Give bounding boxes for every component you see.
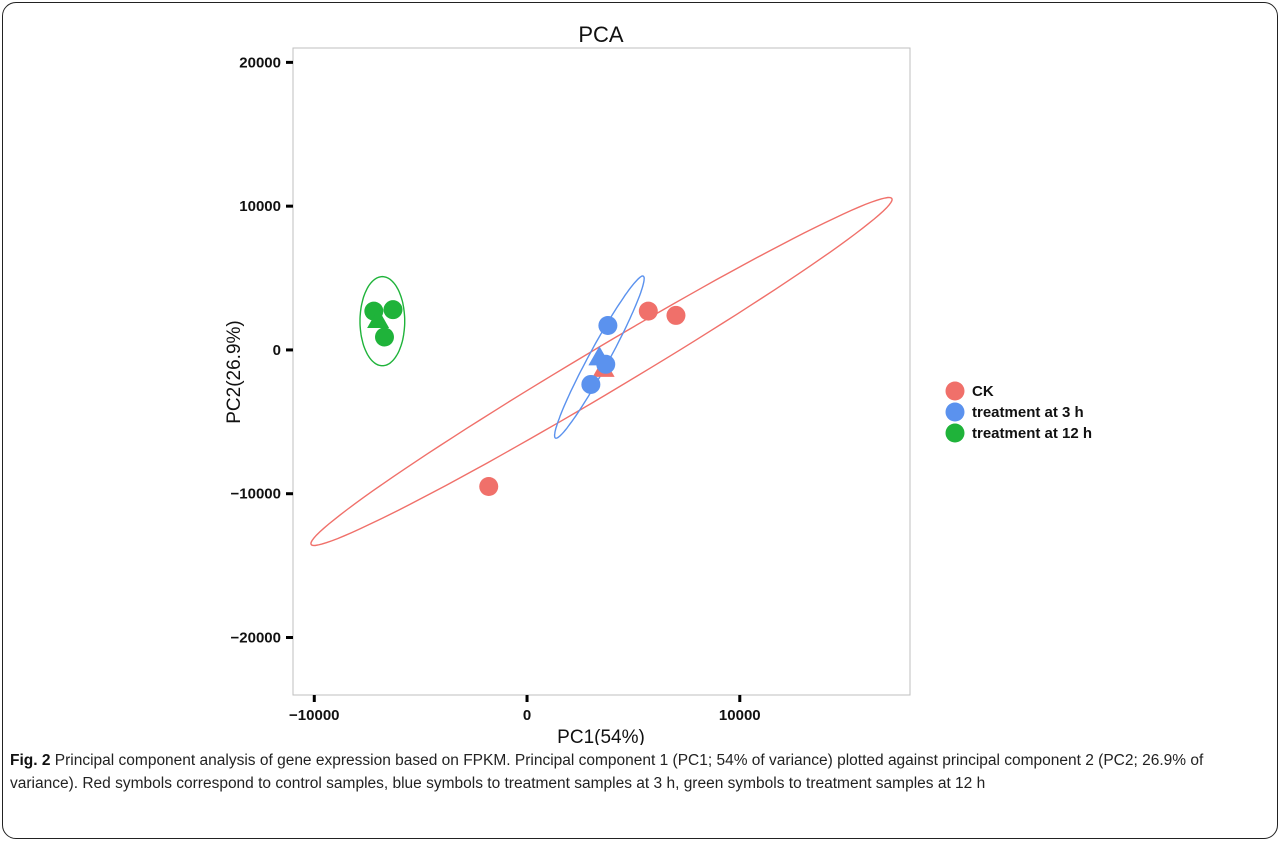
legend-label: CK bbox=[972, 383, 994, 400]
figure-caption: Fig. 2 Principal component analysis of g… bbox=[10, 749, 1265, 795]
chart-title: PCA bbox=[578, 22, 624, 47]
data-point bbox=[598, 315, 618, 335]
data-point bbox=[383, 300, 403, 320]
data-point bbox=[596, 354, 616, 374]
y-tick-label: 20000 bbox=[239, 54, 281, 71]
data-point bbox=[374, 327, 394, 347]
x-tick-label: −10000 bbox=[289, 707, 339, 724]
data-point bbox=[581, 374, 601, 394]
data-point bbox=[666, 305, 686, 325]
x-tick-label: 0 bbox=[523, 707, 531, 724]
confidence-ellipses bbox=[310, 196, 893, 547]
y-tick-label: 0 bbox=[273, 342, 281, 359]
caption-label: Fig. 2 bbox=[10, 752, 51, 769]
y-tick-label: −10000 bbox=[231, 486, 281, 503]
legend-key bbox=[945, 423, 965, 443]
legend-label: treatment at 3 h bbox=[972, 404, 1084, 421]
data-points bbox=[364, 300, 686, 497]
data-point bbox=[479, 477, 499, 497]
caption-text: Principal component analysis of gene exp… bbox=[10, 752, 1204, 792]
y-tick-label: 10000 bbox=[239, 198, 281, 215]
pca-chart: PCA PC1(54%) PC2(26.9%) −10000 0 10000 −20… bbox=[224, 22, 1092, 745]
ellipse-treatment-at-3-h bbox=[553, 275, 645, 439]
legend-label: treatment at 12 h bbox=[972, 425, 1092, 442]
legend-key bbox=[945, 402, 965, 422]
legend-key bbox=[945, 381, 965, 401]
y-axis-title: PC2(26.9%) bbox=[224, 320, 245, 424]
data-point-triangle bbox=[367, 308, 390, 328]
ellipse-ck bbox=[310, 196, 893, 547]
x-axis: −10000 0 10000 bbox=[289, 695, 761, 724]
x-axis-title: PC1(54%) bbox=[557, 727, 645, 745]
plot-panel bbox=[292, 47, 911, 696]
data-point bbox=[638, 301, 658, 321]
legend: CK treatment at 3 h treatment at 12 h bbox=[945, 381, 1092, 443]
y-axis: −20000 −10000 0 10000 20000 bbox=[231, 54, 293, 646]
ellipse-treatment-at-12-h bbox=[359, 275, 406, 367]
y-tick-label: −20000 bbox=[231, 629, 281, 646]
x-tick-label: 10000 bbox=[719, 707, 761, 724]
